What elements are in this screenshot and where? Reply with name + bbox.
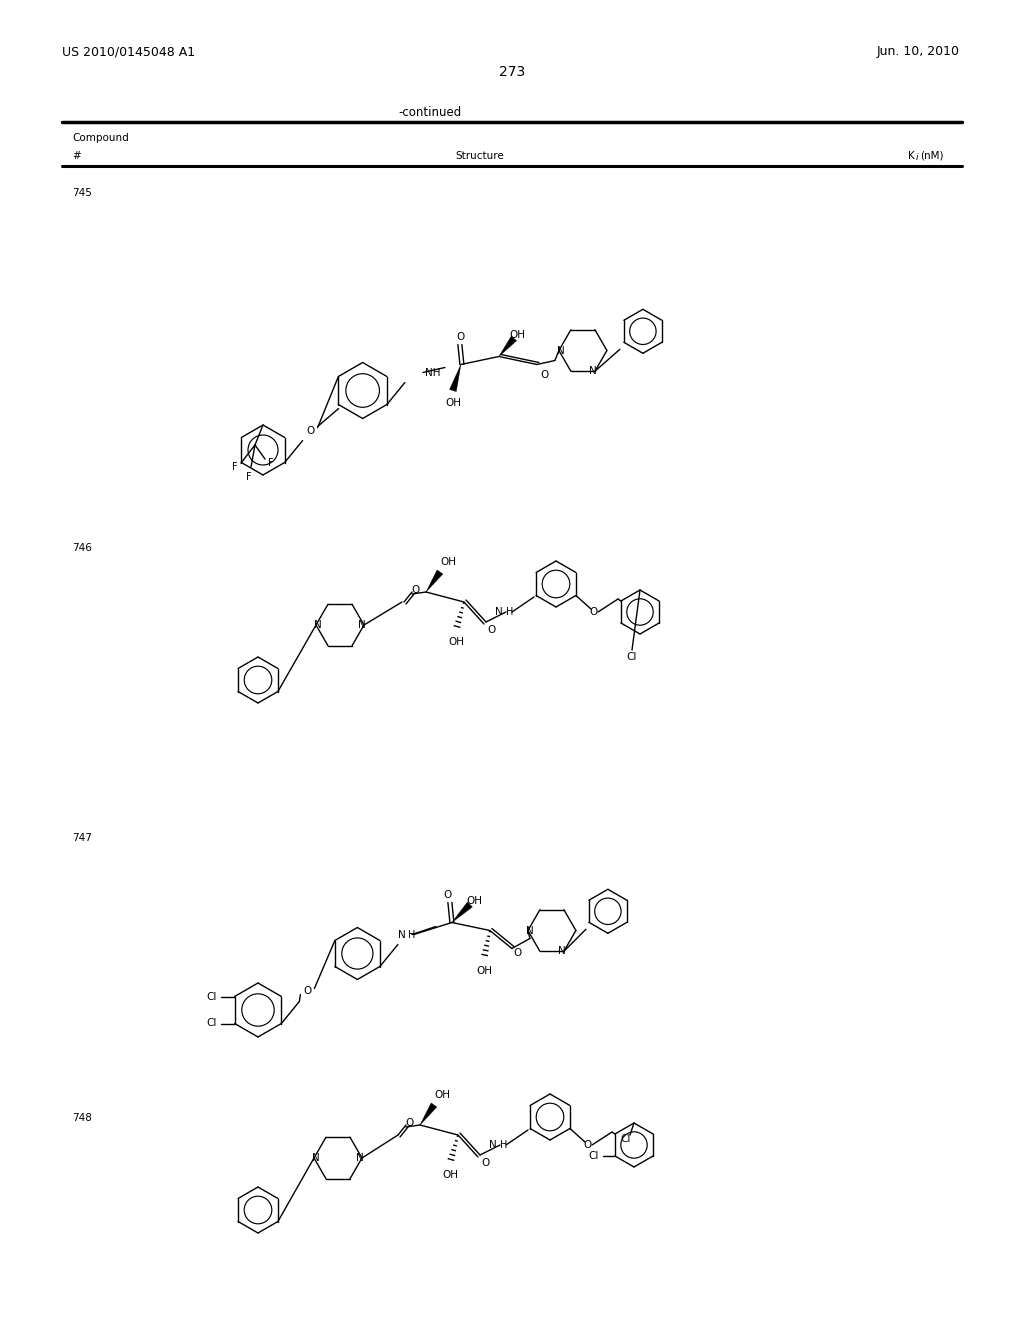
Text: K: K [908,150,914,161]
Text: OH: OH [509,330,525,339]
Text: N: N [558,946,566,956]
Polygon shape [450,364,461,392]
Text: 745: 745 [72,187,92,198]
Text: O: O [487,624,496,635]
Text: Cl: Cl [206,1019,217,1028]
Text: F: F [232,462,238,473]
Text: OH: OH [466,895,482,906]
Polygon shape [426,570,442,591]
Text: O: O [443,890,452,899]
Polygon shape [420,1104,437,1125]
Text: O: O [541,370,549,380]
Text: 273: 273 [499,65,525,79]
Text: N: N [526,925,534,936]
Text: O: O [306,425,314,436]
Text: OH: OH [476,965,492,975]
Text: N: N [496,607,503,616]
Text: O: O [406,1118,414,1129]
Text: OH: OH [442,1170,458,1180]
Text: N: N [589,366,597,376]
Text: OH: OH [440,557,456,568]
Text: Structure: Structure [456,150,505,161]
Text: N: N [356,1152,364,1163]
Text: Cl: Cl [589,1151,599,1162]
Text: OH: OH [444,397,461,408]
Text: O: O [412,585,420,595]
Text: Cl: Cl [627,652,637,663]
Text: O: O [584,1140,592,1150]
Text: US 2010/0145048 A1: US 2010/0145048 A1 [62,45,196,58]
Text: H: H [501,1140,508,1150]
Text: OH: OH [449,638,464,647]
Text: N: N [358,620,366,630]
Text: N: N [557,346,565,355]
Text: O: O [457,331,465,342]
Text: H: H [409,929,416,940]
Polygon shape [499,337,516,356]
Text: 748: 748 [72,1113,92,1123]
Text: #: # [72,150,81,161]
Text: O: O [514,948,522,957]
Text: 746: 746 [72,543,92,553]
Text: O: O [590,607,598,616]
Text: Jun. 10, 2010: Jun. 10, 2010 [877,45,961,58]
Polygon shape [452,902,472,923]
Text: O: O [482,1158,490,1168]
Text: NH: NH [425,367,440,378]
Text: O: O [303,986,311,997]
Text: Compound: Compound [72,133,129,143]
Text: Cl: Cl [206,991,217,1002]
Text: 747: 747 [72,833,92,843]
Text: N: N [489,1140,497,1150]
Text: i: i [916,153,919,162]
Text: F: F [246,473,252,482]
Text: N: N [314,620,322,630]
Text: Cl: Cl [621,1134,631,1144]
Text: OH: OH [434,1090,450,1100]
Text: H: H [506,607,514,616]
Text: -continued: -continued [398,106,462,119]
Text: N: N [398,929,406,940]
Text: (nM): (nM) [920,150,943,161]
Text: F: F [268,458,273,469]
Text: N: N [312,1152,319,1163]
